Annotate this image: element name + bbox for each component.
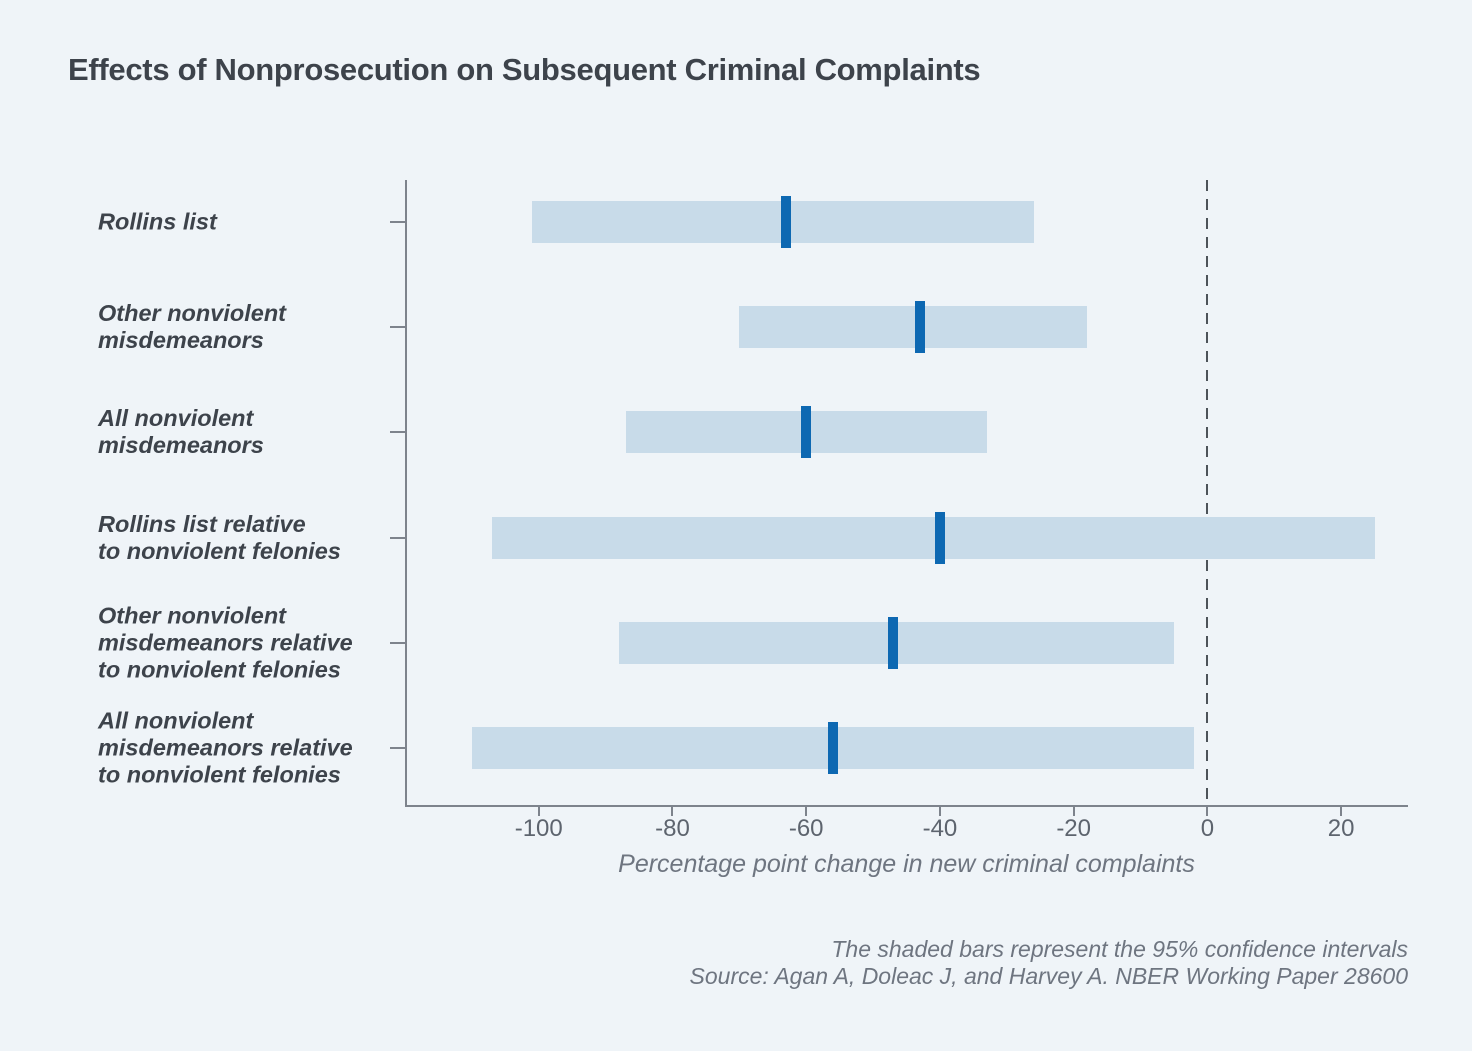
y-tick — [390, 641, 405, 644]
x-tick-label: 20 — [1327, 815, 1355, 842]
point-estimate-marker — [934, 511, 945, 564]
x-tick — [1340, 807, 1343, 816]
x-tick — [1072, 807, 1075, 816]
x-tick-label: -20 — [1056, 815, 1091, 842]
category-label: Rollins list — [98, 209, 398, 236]
confidence-interval-bar — [491, 516, 1375, 559]
x-axis — [405, 805, 1408, 807]
category-label-line: misdemeanors relative — [98, 734, 353, 761]
x-tick — [938, 807, 941, 816]
category-label-line: to nonviolent felonies — [98, 656, 341, 683]
point-estimate-marker — [888, 616, 899, 669]
point-estimate-marker — [781, 196, 792, 248]
point-estimate-marker — [801, 406, 812, 459]
x-tick-label: -100 — [514, 815, 563, 842]
category-label-line: to nonviolent felonies — [98, 761, 341, 788]
x-tick — [1206, 807, 1209, 816]
x-tick-label: -60 — [788, 815, 824, 842]
chart-notes: The shaded bars represent the 95% confid… — [690, 936, 1408, 990]
category-label-line: Other nonviolent — [98, 300, 286, 327]
point-estimate-marker — [827, 722, 838, 774]
y-tick — [390, 326, 405, 329]
zero-reference-line — [1206, 180, 1209, 805]
x-tick-label: 0 — [1200, 815, 1215, 842]
category-label-line: All nonviolent — [98, 405, 254, 432]
y-tick — [390, 431, 405, 434]
plot-area: -100 -80 -60 -40 -20 0 20 — [390, 180, 1408, 842]
y-tick — [390, 221, 405, 223]
confidence-interval-bar — [739, 306, 1088, 349]
x-tick-label: -80 — [655, 815, 690, 842]
category-label-line: Rollins list — [98, 208, 217, 235]
category-label-line: misdemeanors relative — [98, 629, 353, 656]
category-label-line: Rollins list relative — [98, 510, 306, 537]
chart-title: Effects of Nonprosecution on Subsequent … — [68, 52, 981, 87]
x-axis-label: Percentage point change in new criminal … — [618, 850, 1195, 878]
point-estimate-marker — [914, 301, 925, 354]
category-label-line: Other nonviolent — [98, 602, 286, 629]
category-label-line: misdemeanors — [98, 327, 264, 354]
category-label: Rollins list relative to nonviolent felon… — [98, 511, 398, 565]
x-tick-label: -40 — [922, 815, 958, 842]
category-label: All nonviolent misdemeanors — [98, 405, 398, 459]
x-tick — [537, 807, 540, 816]
category-label-line: misdemeanors — [98, 432, 264, 459]
category-label: Other nonviolent misdemeanors relative to … — [98, 602, 398, 683]
category-label: All nonviolent misdemeanors relative to no… — [98, 708, 398, 789]
y-axis — [405, 180, 407, 805]
category-label-line: All nonviolent — [98, 707, 254, 734]
y-tick — [390, 536, 405, 539]
category-label-line: to nonviolent felonies — [98, 537, 341, 564]
x-tick — [671, 807, 674, 816]
confidence-interval-note: The shaded bars represent the 95% confid… — [831, 936, 1408, 962]
x-tick — [805, 807, 808, 816]
y-tick — [390, 747, 405, 749]
source-line: Source: Agan A, Doleac J, and Harvey A. … — [689, 963, 1408, 989]
category-label: Other nonviolent misdemeanors — [98, 300, 398, 354]
